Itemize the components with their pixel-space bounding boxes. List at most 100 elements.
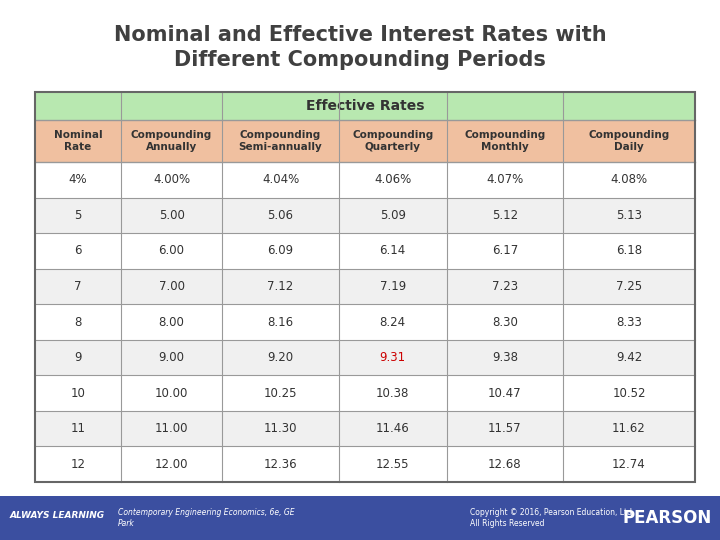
Bar — [222, 375, 338, 411]
Bar — [338, 411, 447, 447]
Text: Compounding
Annually: Compounding Annually — [131, 130, 212, 152]
Bar — [338, 162, 447, 198]
Text: 11.57: 11.57 — [488, 422, 522, 435]
Bar — [121, 162, 222, 198]
Text: PEARSON: PEARSON — [623, 509, 712, 527]
Bar — [35, 92, 695, 482]
Bar — [0, 496, 720, 540]
Text: 8.16: 8.16 — [267, 315, 294, 328]
Text: 4.08%: 4.08% — [611, 173, 647, 186]
Text: 12: 12 — [71, 458, 86, 471]
Bar — [447, 162, 563, 198]
Text: Compounding
Daily: Compounding Daily — [588, 130, 670, 152]
Text: 9.42: 9.42 — [616, 351, 642, 364]
Bar — [563, 120, 695, 162]
Bar — [222, 340, 338, 375]
Bar — [222, 120, 338, 162]
Text: 4.00%: 4.00% — [153, 173, 190, 186]
Bar — [447, 120, 563, 162]
Text: Compounding
Semi-annually: Compounding Semi-annually — [238, 130, 323, 152]
Text: Copyright © 2016, Pearson Education, Ltd.
All Rights Reserved: Copyright © 2016, Pearson Education, Ltd… — [470, 508, 634, 528]
Text: 7.23: 7.23 — [492, 280, 518, 293]
Text: Compounding
Quarterly: Compounding Quarterly — [352, 130, 433, 152]
Text: 10: 10 — [71, 387, 86, 400]
Text: 5.12: 5.12 — [492, 209, 518, 222]
Text: Contemporary Engineering Economics, 6e, GE
Park: Contemporary Engineering Economics, 6e, … — [118, 508, 294, 528]
Bar — [35, 120, 121, 162]
Bar — [563, 304, 695, 340]
Text: 5.06: 5.06 — [268, 209, 294, 222]
Text: 9.31: 9.31 — [379, 351, 406, 364]
Bar — [338, 304, 447, 340]
Text: 4.06%: 4.06% — [374, 173, 411, 186]
Text: Compounding
Monthly: Compounding Monthly — [464, 130, 546, 152]
Bar — [447, 304, 563, 340]
Text: 11: 11 — [71, 422, 86, 435]
Bar — [563, 447, 695, 482]
Text: 12.68: 12.68 — [488, 458, 522, 471]
Text: 10.00: 10.00 — [155, 387, 189, 400]
Text: 7.25: 7.25 — [616, 280, 642, 293]
Text: 12.00: 12.00 — [155, 458, 189, 471]
Bar — [222, 269, 338, 304]
Bar — [35, 411, 121, 447]
Bar — [121, 269, 222, 304]
Text: 12.36: 12.36 — [264, 458, 297, 471]
Text: 6.00: 6.00 — [158, 245, 184, 258]
Text: 8.24: 8.24 — [379, 315, 406, 328]
Text: 10.47: 10.47 — [488, 387, 522, 400]
Text: 11.30: 11.30 — [264, 422, 297, 435]
Text: 9.20: 9.20 — [267, 351, 294, 364]
Text: 6: 6 — [74, 245, 81, 258]
Bar — [121, 233, 222, 269]
Bar — [222, 411, 338, 447]
Text: 9.38: 9.38 — [492, 351, 518, 364]
Bar — [222, 198, 338, 233]
Bar — [35, 340, 121, 375]
Bar — [563, 269, 695, 304]
Bar — [121, 120, 222, 162]
Bar — [447, 233, 563, 269]
Text: 6.14: 6.14 — [379, 245, 406, 258]
Bar — [447, 411, 563, 447]
Text: 10.52: 10.52 — [612, 387, 646, 400]
Bar — [121, 411, 222, 447]
Text: 11.00: 11.00 — [155, 422, 189, 435]
Text: 11.46: 11.46 — [376, 422, 410, 435]
Text: 6.18: 6.18 — [616, 245, 642, 258]
Bar — [35, 269, 121, 304]
Bar — [563, 233, 695, 269]
Text: Effective Rates: Effective Rates — [306, 99, 424, 113]
Bar — [121, 375, 222, 411]
Bar — [35, 162, 121, 198]
Text: 10.25: 10.25 — [264, 387, 297, 400]
Bar — [35, 233, 121, 269]
Text: 6.17: 6.17 — [492, 245, 518, 258]
Bar — [338, 447, 447, 482]
Text: 9.00: 9.00 — [158, 351, 184, 364]
Text: 11.62: 11.62 — [612, 422, 646, 435]
Text: 7.19: 7.19 — [379, 280, 406, 293]
Bar — [447, 375, 563, 411]
Bar — [121, 198, 222, 233]
Bar — [447, 198, 563, 233]
Text: Nominal and Effective Interest Rates with: Nominal and Effective Interest Rates wit… — [114, 25, 606, 45]
Bar — [338, 375, 447, 411]
Bar — [121, 340, 222, 375]
Bar — [447, 340, 563, 375]
Text: Different Compounding Periods: Different Compounding Periods — [174, 50, 546, 70]
Text: 4.07%: 4.07% — [486, 173, 523, 186]
Bar — [563, 340, 695, 375]
Text: 12.55: 12.55 — [376, 458, 410, 471]
Text: 6.09: 6.09 — [267, 245, 294, 258]
Bar — [222, 162, 338, 198]
Bar — [121, 304, 222, 340]
Text: Nominal
Rate: Nominal Rate — [53, 130, 102, 152]
Bar — [35, 447, 121, 482]
Bar — [222, 304, 338, 340]
Text: 8.30: 8.30 — [492, 315, 518, 328]
Text: 4.04%: 4.04% — [262, 173, 299, 186]
Bar — [563, 162, 695, 198]
Text: 12.74: 12.74 — [612, 458, 646, 471]
Bar — [338, 269, 447, 304]
